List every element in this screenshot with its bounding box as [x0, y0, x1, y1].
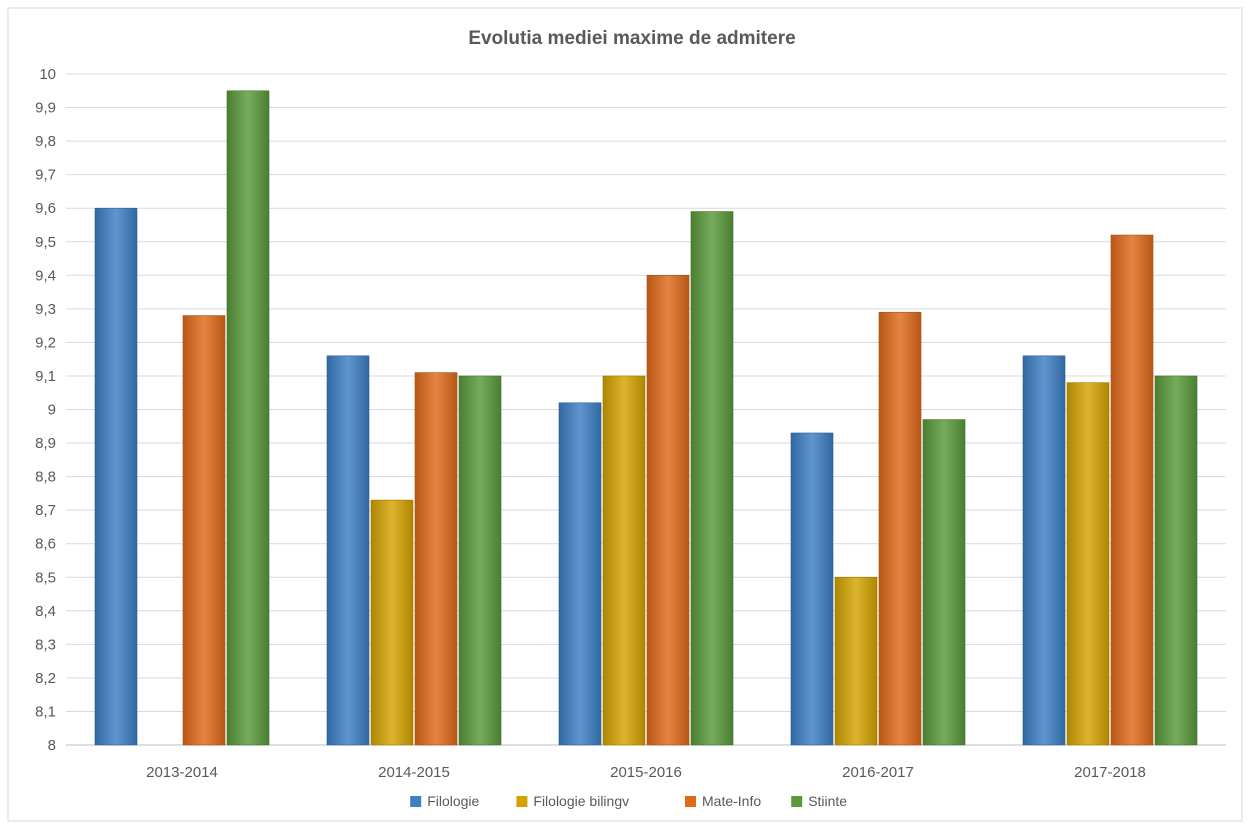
y-tick-label: 9,6	[35, 200, 56, 217]
y-tick-label: 8,1	[35, 703, 56, 720]
legend-label: Filologie bilingv	[533, 793, 629, 809]
bar-stiinte-2015-2016	[690, 211, 734, 746]
chart-title: Evolutia mediei maxime de admitere	[468, 28, 795, 49]
y-tick-label: 8	[48, 737, 56, 754]
bar-filologie-2017-2018	[1022, 355, 1066, 746]
bar-filologie-2016-2017	[790, 432, 834, 746]
legend-swatch	[685, 796, 696, 807]
bar-mate-info-2014-2015	[414, 372, 458, 746]
bar-stiinte-2017-2018	[1154, 375, 1198, 746]
y-axis-tick-labels: 8 8,1 8,2 8,3 8,4 8,5 8,6 8,7 8,8 8,9 9 9,1 9,2 9,3 9,…	[35, 66, 56, 754]
y-tick-label: 9,1	[35, 368, 56, 385]
bar-filologie-bilingv-2015-2016	[602, 375, 646, 746]
x-axis: 2013-2014 2014-2015 2015-2016 2016-2017 2017…	[146, 764, 1146, 781]
y-tick-label: 9,8	[35, 133, 56, 150]
y-tick-label: 10	[39, 66, 56, 83]
x-tick-label: 2016-2017	[842, 764, 914, 781]
bar-stiinte-2014-2015	[458, 375, 502, 746]
y-tick-label: 9,3	[35, 301, 56, 318]
bar-filologie-2013-2014	[94, 207, 138, 746]
legend-item-stiinte: Stiinte	[791, 793, 847, 809]
legend-label: Mate-Info	[702, 793, 761, 809]
bar-filologie-2015-2016	[558, 402, 602, 746]
y-tick-label: 9	[48, 402, 56, 419]
y-tick-label: 8,2	[35, 670, 56, 687]
bar-filologie-bilingv-2014-2015	[370, 499, 414, 746]
legend-swatch	[791, 796, 803, 807]
y-tick-label: 9,2	[35, 334, 56, 351]
legend: Filologie Filologie bilingv Mate-Info Stiin…	[410, 793, 847, 809]
x-tick-label: 2017-2018	[1074, 764, 1146, 781]
bar-mate-info-2016-2017	[878, 311, 922, 746]
y-tick-label: 8,9	[35, 435, 56, 452]
y-tick-label: 8,7	[35, 502, 56, 519]
bar-stiinte-2013-2014	[226, 90, 270, 746]
bar-stiinte-2016-2017	[922, 419, 966, 746]
bar-mate-info-2013-2014	[182, 315, 226, 746]
x-tick-label: 2014-2015	[378, 764, 450, 781]
legend-item-filologie: Filologie	[410, 793, 480, 809]
legend-item-filologie-bilingv: Filologie bilingv	[516, 793, 629, 809]
legend-label: Filologie	[427, 793, 479, 809]
y-tick-label: 9,5	[35, 234, 56, 251]
x-tick-label: 2013-2014	[146, 764, 218, 781]
y-tick-label: 9,9	[35, 100, 56, 117]
y-tick-label: 9,4	[35, 267, 56, 284]
y-tick-label: 9,7	[35, 167, 56, 184]
bar-mate-info-2017-2018	[1110, 234, 1154, 746]
y-tick-label: 8,3	[35, 636, 56, 653]
bar-filologie-bilingv-2017-2018	[1066, 382, 1110, 746]
legend-item-mate-info: Mate-Info	[685, 793, 761, 809]
bar-filologie-bilingv-2016-2017	[834, 576, 878, 746]
legend-label: Stiinte	[808, 793, 847, 809]
bar-mate-info-2015-2016	[646, 274, 690, 746]
x-tick-label: 2015-2016	[610, 764, 682, 781]
bar-filologie-2014-2015	[326, 355, 370, 746]
y-tick-label: 8,5	[35, 569, 56, 586]
y-tick-label: 8,8	[35, 469, 56, 486]
legend-swatch	[410, 796, 422, 807]
legend-swatch	[516, 796, 528, 807]
y-tick-label: 8,6	[35, 536, 56, 553]
bars	[94, 90, 1198, 746]
y-tick-label: 8,4	[35, 603, 56, 620]
